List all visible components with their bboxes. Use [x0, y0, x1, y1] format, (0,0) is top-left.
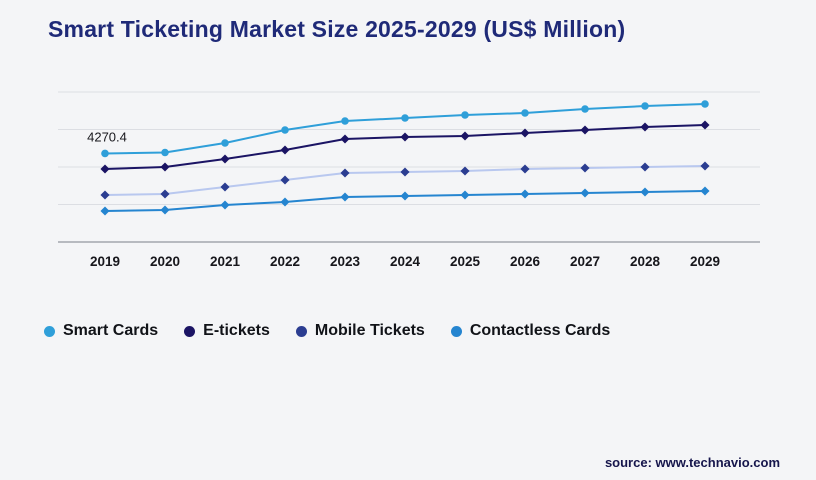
x-tick-label: 2028	[630, 254, 661, 269]
data-point-marker	[640, 162, 650, 172]
data-point-marker	[701, 100, 709, 108]
data-point-marker	[340, 134, 350, 144]
data-point-marker	[160, 189, 170, 199]
data-point-annotation: 4270.4	[87, 129, 127, 144]
x-tick-label: 2024	[390, 254, 421, 269]
data-point-marker	[100, 190, 110, 200]
data-point-marker	[700, 186, 710, 196]
legend-item-contactless-cards: Contactless Cards	[450, 322, 611, 340]
data-point-marker	[580, 188, 590, 198]
data-point-marker	[520, 189, 530, 199]
data-point-marker	[281, 126, 289, 134]
data-point-marker	[581, 105, 589, 113]
data-point-marker	[580, 125, 590, 135]
data-point-marker	[221, 139, 229, 147]
legend-item-smart-cards: Smart Cards	[44, 322, 158, 340]
source-credit: source: www.technavio.com	[604, 455, 780, 470]
data-point-marker	[160, 162, 170, 172]
data-point-marker	[280, 197, 290, 207]
data-point-marker	[460, 131, 470, 141]
x-tick-label: 2021	[210, 254, 241, 269]
legend-label: E-tickets	[203, 322, 270, 339]
chart-legend: Smart Cards E-tickets Mobile Tickets Contac…	[44, 322, 610, 340]
legend-label: Smart Cards	[63, 322, 159, 339]
data-point-marker	[641, 102, 649, 110]
data-point-marker	[340, 192, 350, 202]
legend-marker-icon	[295, 325, 307, 337]
chart-title: Smart Ticketing Market Size 2025-2029 (U…	[48, 16, 626, 42]
data-point-marker	[340, 168, 350, 178]
legend-label: Mobile Tickets	[314, 322, 425, 339]
data-point-marker	[100, 206, 110, 216]
data-point-marker	[280, 145, 290, 155]
x-tick-label: 2026	[510, 254, 541, 269]
data-point-marker	[160, 205, 170, 215]
data-point-marker	[161, 148, 169, 157]
data-point-marker	[640, 187, 650, 197]
x-tick-label: 2019	[90, 254, 120, 269]
legend-label: Contactless Cards	[469, 322, 611, 339]
line-chart: 2019 2020 2021 2022 2023 2024 2025 2026 2027 2028…	[58, 91, 760, 269]
data-point-marker	[100, 164, 110, 174]
data-point-marker	[521, 109, 529, 117]
data-point-marker	[220, 182, 230, 192]
data-point-marker	[460, 190, 470, 200]
data-point-marker	[700, 120, 710, 130]
data-point-marker	[341, 117, 349, 125]
x-tick-label: 2027	[570, 254, 600, 269]
data-point-marker	[461, 111, 469, 119]
x-tick-label: 2029	[690, 254, 720, 269]
data-point-marker	[520, 164, 530, 174]
x-tick-label: 2025	[450, 254, 481, 269]
data-point-marker	[460, 166, 470, 176]
x-tick-label: 2020	[150, 254, 180, 269]
data-point-marker	[101, 149, 109, 158]
x-tick-label: 2023	[330, 254, 361, 269]
legend-item-e-tickets: E-tickets	[184, 322, 270, 340]
legend-item-mobile-tickets: Mobile Tickets	[295, 322, 425, 340]
data-point-marker	[220, 154, 230, 164]
data-point-marker	[400, 132, 410, 142]
data-point-marker	[400, 191, 410, 201]
data-point-marker	[401, 114, 409, 122]
data-point-marker	[700, 161, 710, 171]
data-point-marker	[280, 175, 290, 185]
data-point-marker	[580, 163, 590, 173]
data-point-marker	[220, 200, 230, 210]
legend-marker-icon	[184, 325, 196, 337]
data-point-marker	[400, 167, 410, 177]
x-tick-label: 2022	[270, 254, 300, 269]
legend-marker-icon	[450, 325, 462, 337]
legend-marker-icon	[44, 325, 55, 337]
data-point-marker	[640, 122, 650, 132]
